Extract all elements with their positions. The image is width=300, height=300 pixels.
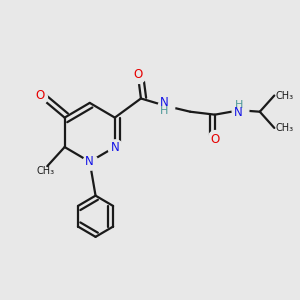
Text: N: N xyxy=(85,155,94,168)
Text: H: H xyxy=(235,100,243,110)
Text: O: O xyxy=(134,68,143,81)
Text: CH₃: CH₃ xyxy=(276,91,294,100)
Text: H: H xyxy=(160,106,168,116)
Text: CH₃: CH₃ xyxy=(276,123,294,133)
Text: O: O xyxy=(35,89,45,102)
Text: N: N xyxy=(234,106,243,119)
Text: CH₃: CH₃ xyxy=(37,166,55,176)
Text: N: N xyxy=(110,141,119,154)
Text: N: N xyxy=(160,96,169,109)
Text: O: O xyxy=(210,133,220,146)
